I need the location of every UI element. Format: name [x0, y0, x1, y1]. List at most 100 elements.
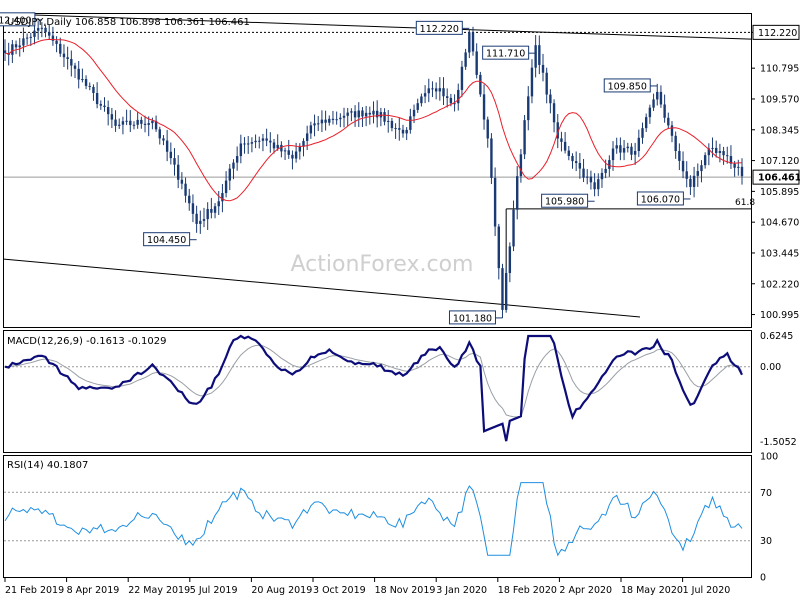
candle-body — [423, 93, 427, 97]
candle-body — [729, 156, 733, 164]
candle-body — [265, 138, 268, 141]
candle-body — [357, 110, 360, 118]
candle-body — [552, 103, 556, 123]
candle-body — [740, 166, 744, 177]
candle-body — [158, 129, 161, 139]
candle-body — [324, 119, 327, 123]
price-annotation-label: 111.710 — [486, 49, 525, 60]
candle-body — [346, 112, 349, 116]
candle-body — [62, 53, 66, 58]
candle-body — [375, 110, 379, 118]
candle-body — [176, 164, 180, 180]
candle-body — [342, 115, 346, 118]
candle-body — [129, 120, 132, 125]
price-annotation-label: 109.850 — [608, 81, 647, 92]
candle-body — [335, 119, 338, 121]
candle-body — [331, 118, 335, 120]
x-tick-label: 3 Jan 2020 — [436, 585, 487, 596]
candle-body — [147, 123, 150, 125]
candle-body — [622, 148, 626, 153]
candle-body — [195, 213, 198, 224]
candle-body — [523, 120, 526, 155]
price-y-tick-label: 100.995 — [760, 310, 799, 321]
candle-body — [681, 160, 685, 172]
candle-body — [188, 195, 191, 204]
price-y-tick-label: 105.895 — [760, 187, 799, 198]
candle-body — [652, 99, 655, 108]
channel-upper-line — [3, 13, 752, 40]
price-annotation-label: 101.180 — [453, 313, 492, 324]
candle-body — [173, 158, 176, 165]
price-y-tick-label: 107.120 — [760, 156, 799, 167]
candle-body — [140, 119, 143, 124]
rsi-y-tick-label: 30 — [760, 536, 772, 547]
candle-body — [689, 178, 692, 187]
candle-body — [294, 151, 298, 159]
candle-body — [538, 45, 541, 65]
candle-body — [224, 180, 228, 194]
candle-body — [586, 176, 589, 178]
candle-body — [501, 268, 504, 310]
candle-body — [600, 172, 604, 180]
candle-body — [611, 148, 615, 161]
resistance-price-box — [752, 24, 800, 40]
candle-body — [504, 272, 508, 310]
candle-body — [258, 140, 261, 142]
candle-body — [464, 52, 467, 67]
x-tick-label: 22 May 2019 — [128, 585, 190, 596]
candle-body — [471, 32, 475, 52]
candle-body — [420, 96, 423, 104]
candle-body — [438, 88, 442, 92]
candle-body — [305, 133, 309, 141]
candle-body — [641, 128, 644, 138]
candle-body — [578, 163, 582, 169]
candle-body — [33, 30, 36, 37]
candle-body — [442, 88, 445, 97]
candle-body — [534, 45, 537, 68]
candle-body — [390, 120, 394, 129]
candle-body — [199, 220, 202, 224]
candle-body — [545, 72, 548, 95]
candle-body — [737, 166, 740, 168]
candle-body — [541, 64, 545, 73]
candle-body — [574, 161, 578, 164]
candle-body — [22, 38, 25, 46]
candle-body — [549, 94, 552, 104]
candle-body — [165, 140, 169, 152]
candle-body — [648, 107, 652, 118]
candle-body — [88, 85, 91, 87]
candle-body — [597, 179, 600, 190]
rsi-line — [4, 482, 743, 557]
candle-body — [563, 141, 567, 151]
candle-body — [269, 140, 272, 143]
candle-body — [44, 27, 47, 33]
macd-y-tick-label: 0.6245 — [760, 331, 793, 342]
candle-body — [217, 201, 220, 207]
rsi-y-tick-label: 0 — [760, 573, 766, 584]
candle-body — [726, 155, 729, 157]
candle-body — [427, 88, 430, 94]
candle-body — [516, 176, 519, 210]
candle-body — [482, 94, 486, 120]
rsi-y-tick-label: 100 — [760, 452, 778, 463]
price-y-tick-label: 102.220 — [760, 279, 799, 290]
candle-body — [184, 183, 187, 196]
candle-body — [353, 111, 357, 118]
candle-body — [567, 150, 571, 156]
x-tick-label: 5 Jul 2019 — [190, 585, 238, 596]
candle-body — [637, 137, 641, 152]
candle-body — [372, 110, 375, 115]
candle-body — [317, 123, 320, 125]
candle-body — [460, 66, 464, 90]
candle-body — [497, 226, 500, 269]
x-tick-label: 3 Oct 2019 — [313, 585, 366, 596]
candle-body — [287, 150, 290, 155]
x-tick-label: 18 Nov 2019 — [375, 585, 436, 596]
moving-average-line — [4, 38, 743, 202]
x-tick-label: 2 Apr 2020 — [559, 585, 612, 596]
current-price-box — [752, 169, 800, 185]
candle-body — [659, 91, 663, 105]
candle-body — [232, 162, 235, 169]
candle-body — [527, 96, 530, 121]
